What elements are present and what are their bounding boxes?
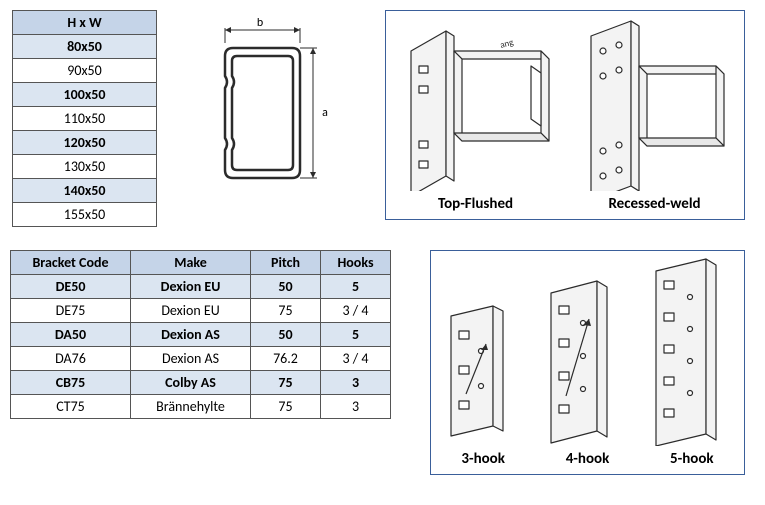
cell-code: CT75 [11,395,131,419]
hw-row: 120x50 [13,131,157,155]
cell-hooks: 3 [321,371,391,395]
hw-row: 80x50 [13,35,157,59]
weld-type-panel: ang Top-Flushed Recessed-weld [385,10,745,220]
cell-pitch: 75 [251,371,321,395]
dim-b-label: b [257,18,263,30]
dim-a-label: a [322,106,328,120]
cell-pitch: 75 [251,299,321,323]
hook-label-3: 3-hook [431,450,535,468]
cell-pitch: 50 [251,275,321,299]
table-row: DE50 Dexion EU 50 5 [11,275,391,299]
cell-make: Dexion AS [131,347,251,371]
cell-hooks: 3 [321,395,391,419]
cell-make: Dexion AS [131,323,251,347]
cell-pitch: 76.2 [251,347,321,371]
weld-label-top-flushed: Top-Flushed [386,195,565,213]
bracket-col-hooks: Hooks [321,251,391,275]
cell-hooks: 3 / 4 [321,299,391,323]
bracket-col-pitch: Pitch [251,251,321,275]
hook-label-4: 4-hook [535,450,639,468]
hw-row: 90x50 [13,59,157,83]
bracket-col-code: Bracket Code [11,251,131,275]
hw-row: 110x50 [13,107,157,131]
table-row: CB75 Colby AS 75 3 [11,371,391,395]
bracket-col-make: Make [131,251,251,275]
weld-diagrams: ang [386,11,742,191]
hw-header: H x W [13,11,157,35]
hw-row: 130x50 [13,155,157,179]
hw-row: 140x50 [13,179,157,203]
beam-profile-diagram: b a [205,18,330,188]
cell-pitch: 50 [251,323,321,347]
hook-label-5: 5-hook [640,450,744,468]
cell-make: Brännehylte [131,395,251,419]
hw-dimensions-table: H x W 80x50 90x50 100x50 110x50 120x50 1… [12,10,157,227]
cell-code: DA76 [11,347,131,371]
hw-row: 155x50 [13,203,157,227]
cell-code: CB75 [11,371,131,395]
bracket-code-table: Bracket Code Make Pitch Hooks DE50 Dexio… [10,250,391,419]
hook-count-panel: 3-hook 4-hook 5-hook [430,250,745,475]
cell-code: DE50 [11,275,131,299]
cell-make: Colby AS [131,371,251,395]
hook-diagrams [431,251,742,446]
cell-make: Dexion EU [131,299,251,323]
hw-row: 100x50 [13,83,157,107]
cell-hooks: 5 [321,275,391,299]
table-row: DE75 Dexion EU 75 3 / 4 [11,299,391,323]
weld-label-recessed: Recessed-weld [565,195,744,213]
cell-code: DE75 [11,299,131,323]
cell-code: DA50 [11,323,131,347]
cell-make: Dexion EU [131,275,251,299]
cell-pitch: 75 [251,395,321,419]
cell-hooks: 3 / 4 [321,347,391,371]
table-row: DA50 Dexion AS 50 5 [11,323,391,347]
table-row: CT75 Brännehylte 75 3 [11,395,391,419]
svg-text:ang: ang [499,37,515,51]
cell-hooks: 5 [321,323,391,347]
table-row: DA76 Dexion AS 76.2 3 / 4 [11,347,391,371]
